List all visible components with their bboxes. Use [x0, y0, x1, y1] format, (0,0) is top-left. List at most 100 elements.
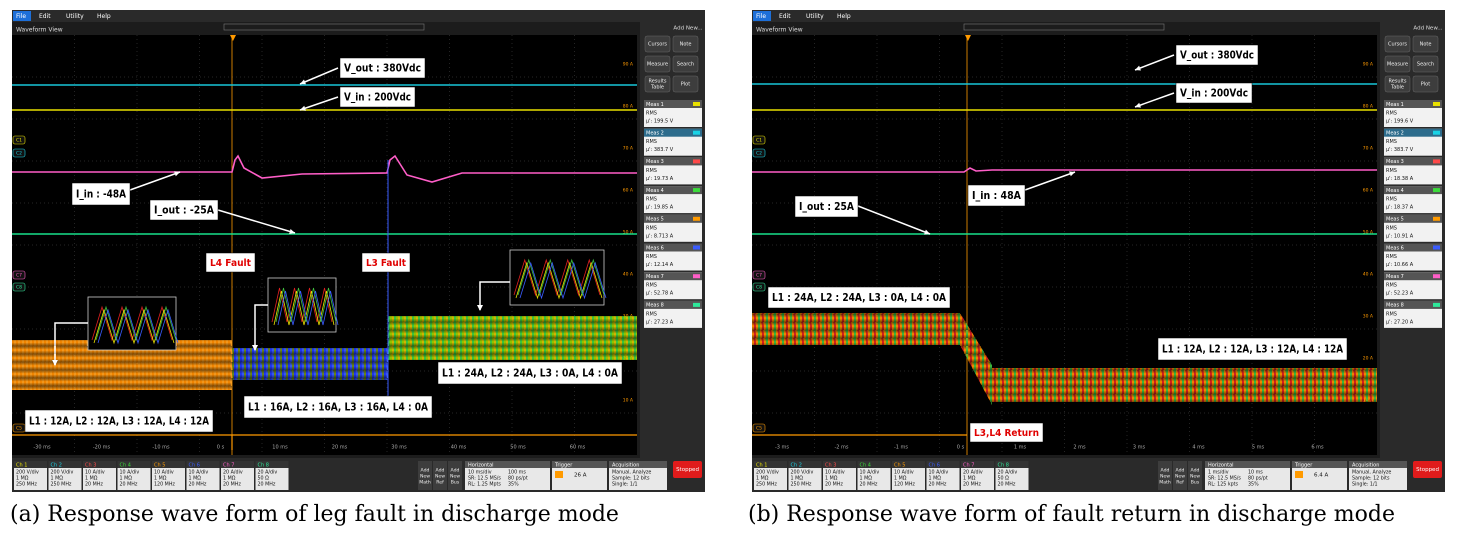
- channel-setting: 120 MHz: [154, 482, 175, 488]
- menu-item[interactable]: Edit: [779, 13, 791, 20]
- channel-header: [117, 461, 151, 468]
- trigger-value: 6.4 A: [1314, 473, 1328, 479]
- menu-item[interactable]: Edit: [39, 13, 51, 20]
- inset-wave: [517, 258, 605, 297]
- measurement-value: μ': 199.5 V: [646, 119, 674, 125]
- channel-name: Ch 4: [120, 462, 131, 468]
- measurement-type: RMS: [1386, 311, 1397, 317]
- measurement-color: [1433, 130, 1440, 135]
- annotation-box: [969, 422, 1044, 443]
- channel-name: Ch 7: [223, 462, 234, 468]
- menu-item[interactable]: Utility: [66, 13, 84, 20]
- scope-screen: File Edit Utility Help Waveform View -30 ms -2…: [12, 10, 705, 492]
- channel-setting: 50 Ω: [258, 476, 270, 482]
- button[interactable]: [1412, 55, 1439, 73]
- time-label: 4 ms: [1192, 445, 1205, 451]
- add-new-label: Ref: [1176, 480, 1184, 486]
- channel-setting: 20 A/div: [223, 470, 243, 476]
- channel-name: Ch 2: [51, 462, 62, 468]
- measurement-type: RMS: [1386, 197, 1397, 203]
- annotation-box: [767, 286, 951, 309]
- measurement-color: [693, 130, 700, 135]
- scale-label: 30 A: [1363, 314, 1374, 320]
- annotation: L4 Fault: [210, 258, 251, 269]
- arrow-head: [924, 229, 930, 235]
- view-title: Waveform View: [16, 27, 63, 34]
- channel-setting: 20 MHz: [998, 482, 1016, 488]
- annotation-box: [361, 252, 411, 273]
- horizontal-setting: 10 ms: [1248, 470, 1263, 476]
- button[interactable]: [644, 75, 671, 93]
- measurement-label: Meas 4: [646, 188, 664, 194]
- channel-setting: 250 MHz: [16, 482, 37, 488]
- channel-setting: 10 A/div: [860, 470, 880, 476]
- measurement-header: [644, 157, 702, 166]
- arrow-line: [1024, 171, 1076, 191]
- measurement-label: Meas 6: [646, 245, 664, 251]
- button[interactable]: [672, 35, 699, 53]
- channel-setting: 1 MΩ: [825, 476, 838, 482]
- stop-button[interactable]: [1413, 461, 1442, 478]
- button-label: Results: [1388, 79, 1406, 85]
- measurement-value: μ': 19.73 A: [646, 176, 674, 182]
- inset-wave: [271, 287, 333, 323]
- measurement-type: RMS: [646, 139, 657, 145]
- acquisition-setting: Sample: 12 bits: [1352, 476, 1390, 482]
- annotation-box: [149, 199, 219, 221]
- annotation-box: [205, 252, 256, 273]
- measurement-value: μ': 12.14 A: [646, 262, 674, 268]
- add-new-button[interactable]: [1188, 461, 1202, 490]
- annotation: I_out : 25A: [799, 201, 855, 213]
- measurement-header: [644, 186, 702, 195]
- measurement-value: μ': 383.7 V: [646, 147, 674, 153]
- button[interactable]: [672, 55, 699, 73]
- channel-marker-box: [752, 148, 766, 158]
- measurement-header: [1384, 128, 1442, 137]
- channel-header: [961, 461, 994, 468]
- add-new-button[interactable]: [1173, 461, 1187, 490]
- button[interactable]: [1412, 35, 1439, 53]
- measurement-color: [693, 188, 700, 193]
- add-new-button[interactable]: [433, 461, 447, 490]
- channel-name: Ch 5: [154, 462, 165, 468]
- channel-setting: 20 MHz: [189, 482, 207, 488]
- measurement-label: Meas 2: [646, 131, 664, 137]
- trigger-source: [1295, 471, 1303, 478]
- measurement-value: μ': 10.66 A: [1386, 262, 1414, 268]
- waveform: [12, 154, 637, 183]
- channel-name: Ch 6: [929, 462, 940, 468]
- measurement-type: RMS: [646, 111, 657, 117]
- acquisition-setting: Manual, Analyze: [1352, 470, 1391, 476]
- button[interactable]: [672, 75, 699, 93]
- menu-item[interactable]: Help: [97, 13, 111, 20]
- add-new-button[interactable]: [418, 461, 432, 490]
- button[interactable]: [1412, 75, 1439, 93]
- button[interactable]: [644, 35, 671, 53]
- menu-item[interactable]: File: [16, 13, 26, 20]
- menu-item[interactable]: Utility: [806, 13, 824, 20]
- add-new-button[interactable]: [448, 461, 462, 490]
- menu-item[interactable]: File: [756, 13, 766, 20]
- measurement-header: [644, 272, 702, 281]
- button-label: Plot: [1421, 82, 1430, 88]
- channel-setting: 200 V/div: [51, 470, 74, 476]
- channel-setting: 1 MΩ: [85, 476, 98, 482]
- horizontal-setting: SR: 12.5 MS/s: [1208, 476, 1241, 482]
- button[interactable]: [1384, 35, 1411, 53]
- button-label: Note: [1420, 42, 1432, 48]
- measurement-type: RMS: [1386, 111, 1397, 117]
- button[interactable]: [1384, 75, 1411, 93]
- inset-wave: [277, 290, 339, 326]
- scale-label: 50 A: [623, 230, 634, 236]
- button[interactable]: [644, 55, 671, 73]
- time-label: 40 ms: [451, 445, 467, 451]
- acquisition-header: [1349, 461, 1407, 468]
- channel-marker-box: [752, 270, 766, 280]
- stop-button[interactable]: [673, 461, 702, 478]
- button[interactable]: [1384, 55, 1411, 73]
- button-label: Note: [680, 42, 692, 48]
- measurement-type: RMS: [1386, 225, 1397, 231]
- menu-item[interactable]: Help: [837, 13, 851, 20]
- measurement-value: μ': 18.38 A: [1386, 176, 1414, 182]
- add-new-button[interactable]: [1158, 461, 1172, 490]
